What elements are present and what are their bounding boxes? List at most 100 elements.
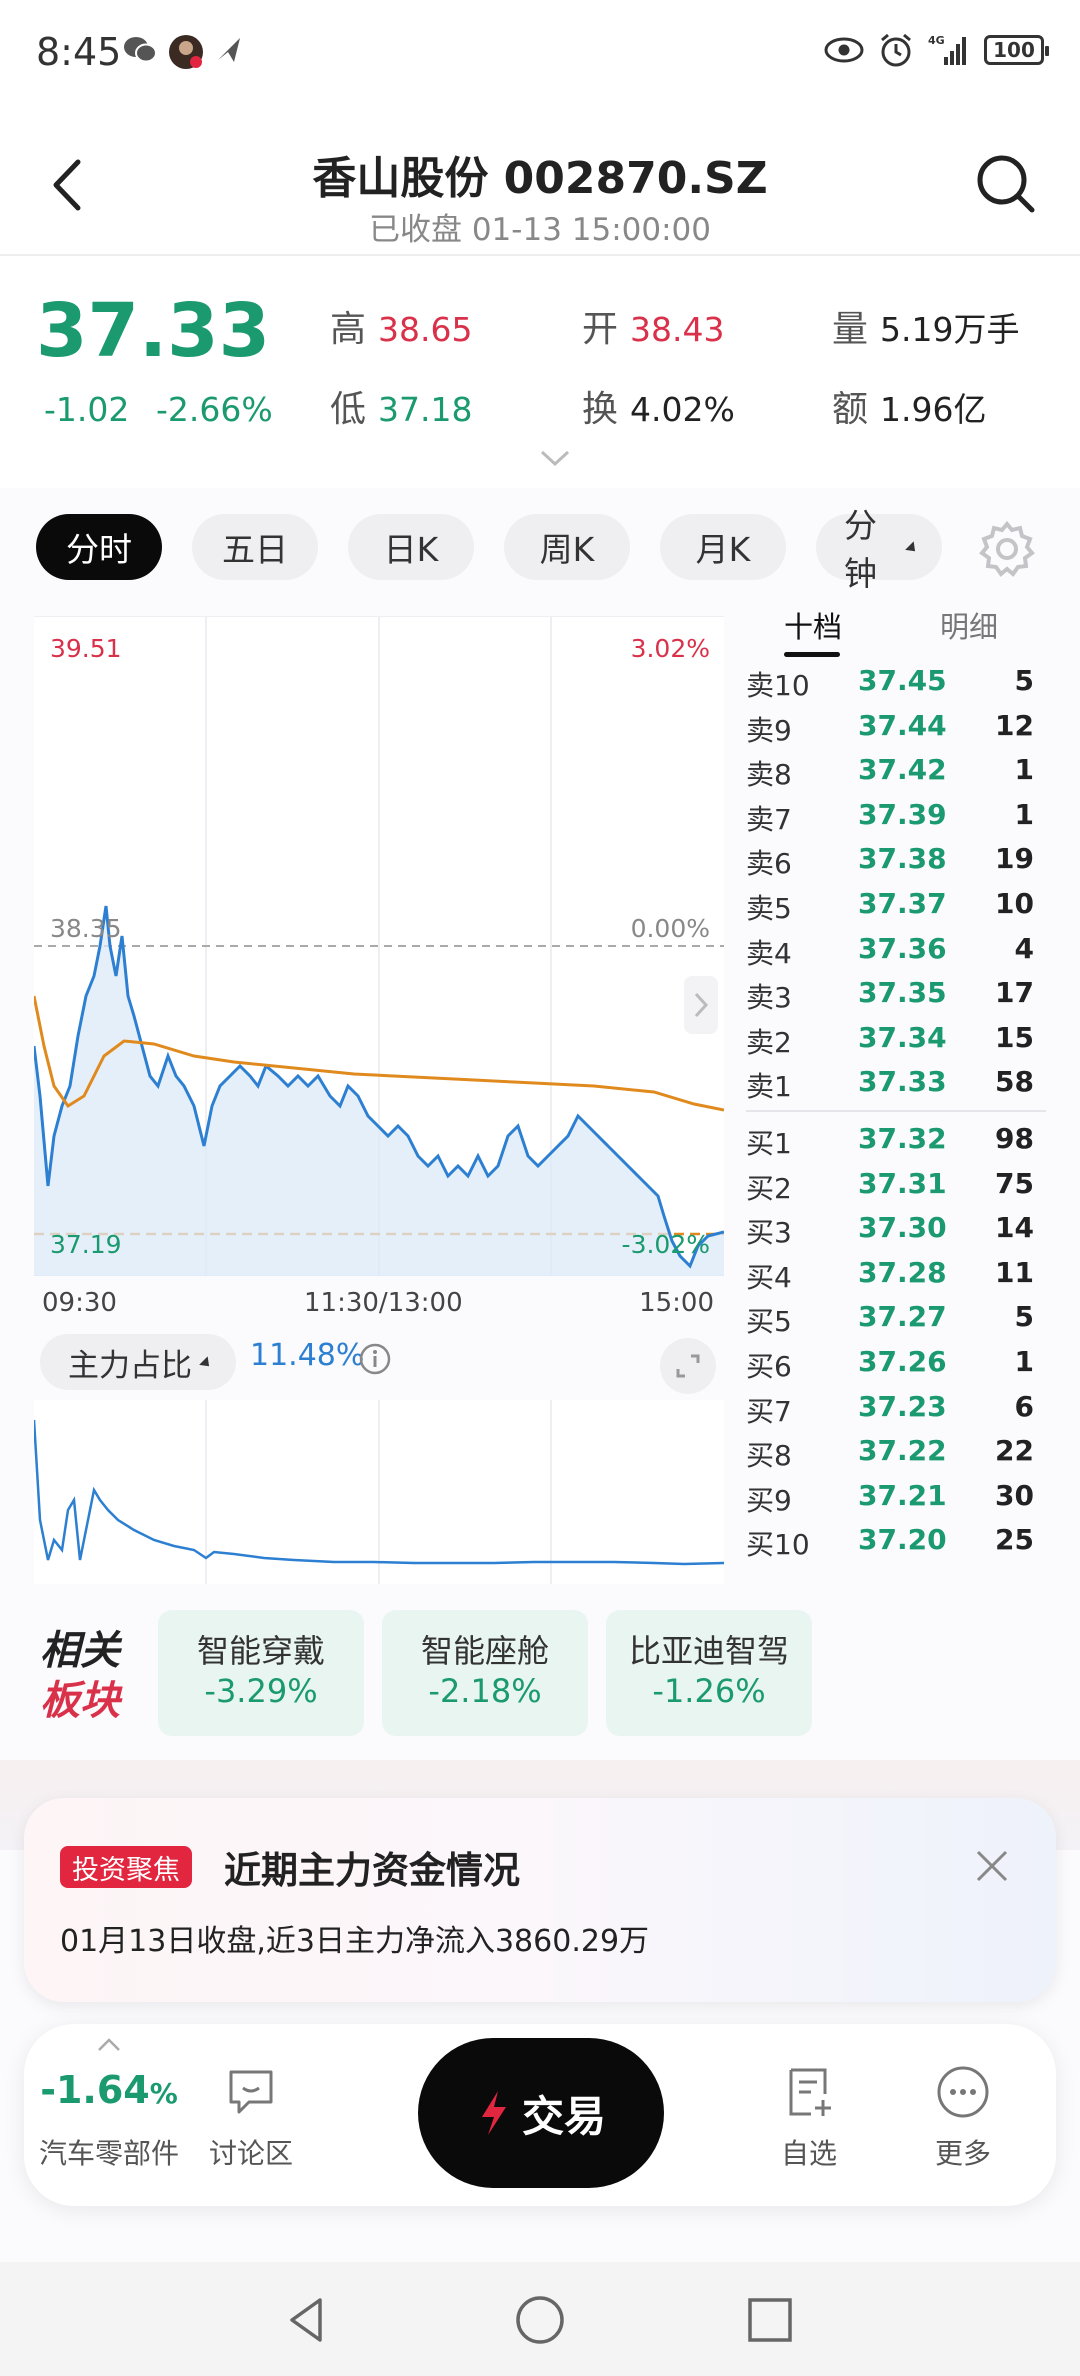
add-watchlist-button[interactable]: 自选 [724, 2024, 894, 2206]
back-button[interactable] [40, 150, 100, 220]
ask-row: 卖7 37.39 1 [746, 797, 1034, 836]
order-book-tabs: 十档 明细 [760, 604, 1060, 660]
ask-row: 卖10 37.45 5 [746, 664, 1034, 702]
paper-plane-icon [218, 38, 240, 62]
nav-home-icon[interactable] [512, 2292, 568, 2348]
status-indicators: 4G 100 [824, 32, 1049, 68]
divider [746, 1109, 1046, 1112]
svg-text:4G: 4G [928, 34, 945, 47]
system-nav-bar [0, 2262, 1080, 2376]
related-sectors-title: 相关 板块 [40, 1628, 120, 1724]
fund-ratio-value: 11.48% [250, 1338, 365, 1373]
bottom-action-bar: -1.64% 汽车零部件 讨论区 交易 自选 更多 [24, 2024, 1056, 2206]
bid-row: 买6 37.26 1 [746, 1344, 1034, 1383]
trade-button[interactable]: 交易 [418, 2038, 664, 2188]
close-icon[interactable] [972, 1846, 1012, 1886]
intraday-chart-svg [34, 616, 724, 1276]
avatar-notification-icon [169, 35, 203, 69]
bid-row: 买4 37.28 11 [746, 1255, 1034, 1294]
period-tabs: 分时 五日 日K 周K 月K 分钟 [36, 506, 942, 593]
ask-row: 卖6 37.38 19 [746, 842, 1034, 881]
ask-row: 卖8 37.42 1 [746, 753, 1034, 792]
notification-title: 近期主力资金情况 [224, 1849, 520, 1892]
bid-row: 买2 37.31 75 [746, 1166, 1034, 1205]
bid-row: 买3 37.30 14 [746, 1211, 1034, 1250]
time-end: 15:00 [639, 1288, 714, 1318]
order-book: 卖10 37.45 5 卖9 37.44 12 卖8 37.42 1 卖7 37.39 1 卖6… [746, 660, 1046, 1564]
quote-summary: 37.33 -1.02 -2.66% 高 38.65 开 38.43 量 5.19万手… [0, 258, 1080, 488]
stat-amount: 额 1.96亿 [832, 389, 987, 430]
avg-price-line [34, 995, 724, 1112]
chart-pct-high: 3.02% [630, 634, 710, 663]
tab-ten-levels[interactable]: 十档 [784, 610, 843, 644]
bid-row: 买1 37.32 98 [746, 1121, 1034, 1160]
alarm-icon [881, 33, 911, 67]
tab-intraday[interactable]: 分时 [36, 514, 162, 580]
chart-price-ref: 38.35 [50, 914, 122, 943]
search-icon[interactable] [970, 148, 1040, 218]
sector-card[interactable]: 智能座舱 -2.18% [382, 1610, 588, 1736]
expand-button[interactable] [660, 1338, 716, 1394]
tab-five-day[interactable]: 五日 [192, 514, 318, 580]
stat-high: 高 38.65 [330, 309, 473, 350]
last-price: 37.33 [36, 288, 271, 374]
chart-price-high: 39.51 [50, 634, 122, 663]
price-line [34, 905, 724, 1269]
info-icon[interactable] [358, 1342, 392, 1376]
gear-icon[interactable] [978, 520, 1036, 578]
chat-bubble-icon [229, 2070, 273, 2114]
discussion-button[interactable]: 讨论区 [166, 2024, 336, 2206]
market-status: 已收盘 01-13 15:00:00 [368, 212, 711, 248]
bid-row: 买7 37.23 6 [746, 1389, 1034, 1428]
tab-details[interactable]: 明细 [940, 610, 999, 644]
sector-card[interactable]: 比亚迪智驾 -1.26% [606, 1610, 812, 1736]
ask-row: 卖3 37.35 17 [746, 976, 1034, 1015]
tab-weekly-k[interactable]: 周K [504, 514, 630, 580]
nav-recents-icon[interactable] [742, 2292, 798, 2348]
stock-title: 香山股份 002870.SZ [312, 153, 768, 204]
chart-pct-ref: 0.00% [630, 914, 710, 943]
ask-row: 卖4 37.36 4 [746, 931, 1034, 970]
add-watchlist-icon [789, 2068, 831, 2116]
caret-icon [905, 541, 920, 556]
price-area [34, 906, 724, 1276]
fund-ratio-chart [34, 1400, 724, 1584]
ask-row: 卖2 37.34 15 [746, 1020, 1034, 1059]
stat-low: 低 37.18 [330, 389, 473, 430]
bid-row: 买9 37.21 30 [746, 1478, 1034, 1517]
tab-daily-k[interactable]: 日K [348, 514, 474, 580]
chevron-right-icon [694, 992, 709, 1018]
chevron-up-icon [98, 2038, 120, 2051]
tab-underline [784, 652, 840, 657]
stat-volume: 量 5.19万手 [832, 309, 1020, 350]
tab-minute[interactable]: 分钟 [816, 506, 942, 593]
investment-focus-card[interactable]: 投资聚焦 近期主力资金情况 01月13日收盘,近3日主力净流入3860.29万 [24, 1798, 1056, 2002]
chart-pct-low: -3.02% [621, 1230, 710, 1259]
status-time: 8:45 [36, 30, 122, 74]
wechat-icon [124, 37, 157, 63]
bid-row: 买5 37.27 5 [746, 1300, 1034, 1339]
chevron-down-icon[interactable] [540, 448, 570, 468]
ask-row: 卖1 37.33 58 [746, 1065, 1034, 1104]
more-icon [937, 2066, 989, 2118]
more-button[interactable]: 更多 [878, 2024, 1048, 2206]
sector-card[interactable]: 智能穿戴 -3.29% [158, 1610, 364, 1736]
notification-body: 01月13日收盘,近3日主力净流入3860.29万 [60, 1924, 650, 1959]
stat-turnover: 换 4.02% [582, 389, 735, 430]
signal-4g-icon: 4G [928, 34, 966, 65]
tab-monthly-k[interactable]: 月K [660, 514, 786, 580]
bid-row: 买10 37.20 25 [746, 1523, 1034, 1562]
caret-icon [199, 1356, 214, 1371]
nav-back-icon[interactable] [280, 2292, 336, 2348]
focus-badge: 投资聚焦 [60, 1846, 192, 1888]
intraday-chart[interactable]: 39.51 3.02% 38.35 0.00% 37.19 -3.02% [34, 616, 724, 1276]
chart-handle [684, 976, 718, 1034]
expand-icon [676, 1354, 700, 1378]
industry-sector-button[interactable]: -1.64% 汽车零部件 [24, 2024, 194, 2206]
industry-change: -1.64% [40, 2068, 178, 2112]
price-change-pct: -2.66% [156, 390, 273, 429]
fund-ratio-selector[interactable]: 主力占比 [40, 1334, 236, 1390]
stock-header: 香山股份 002870.SZ 已收盘 01-13 15:00:00 [0, 130, 1080, 256]
chart-price-low: 37.19 [50, 1230, 122, 1259]
time-mid: 11:30/13:00 [304, 1288, 463, 1318]
